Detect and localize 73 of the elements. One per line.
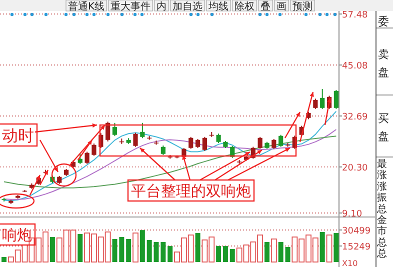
candlestick	[160, 145, 166, 156]
bar	[285, 246, 290, 262]
y-tick-label: 57.48	[342, 10, 368, 20]
bar	[216, 246, 222, 262]
text: 加自选	[172, 0, 203, 12]
candlestick	[334, 90, 338, 110]
text: 均线	[208, 0, 229, 12]
bar	[326, 234, 332, 262]
bar	[2, 256, 7, 262]
y-tick-label: 32.69	[342, 112, 368, 122]
bar	[119, 237, 124, 262]
text: 市	[377, 225, 387, 238]
annotation: 平台整理的双响炮	[131, 182, 251, 200]
text: 涨	[377, 169, 387, 182]
text: 买	[378, 112, 389, 125]
candlestick	[84, 151, 90, 165]
candlestick	[278, 134, 284, 148]
text: 重大事件	[110, 0, 151, 12]
y-tick-label: 9.10	[342, 210, 362, 220]
text: 委	[378, 15, 389, 28]
text: 金	[377, 214, 387, 226]
text: 内	[156, 0, 167, 12]
candlestick	[140, 122, 145, 139]
bar	[320, 232, 325, 262]
y-axis-title: X10	[342, 259, 358, 267]
bar	[146, 240, 152, 262]
bar	[222, 246, 228, 262]
bar	[195, 233, 200, 262]
text: 预测	[292, 0, 313, 12]
text: 振	[377, 192, 387, 204]
bar	[278, 242, 284, 262]
text: 卖	[378, 48, 389, 61]
candlestick	[313, 98, 318, 110]
bar	[50, 237, 55, 262]
text: 画	[276, 2, 287, 12]
bar	[334, 233, 339, 262]
y-tick-label: 20.30	[342, 163, 368, 174]
text: 总	[376, 236, 387, 248]
bar	[270, 238, 277, 262]
text: 盘	[378, 130, 389, 143]
bar	[112, 239, 118, 262]
candlestick	[258, 136, 262, 150]
text: 普通K线	[68, 0, 105, 12]
text: 盘	[378, 66, 389, 79]
candlestick	[188, 136, 194, 150]
candlestick	[92, 142, 96, 156]
text: 总	[376, 202, 387, 215]
annotation: 动时	[2, 126, 34, 145]
bar	[168, 246, 173, 262]
y-tick-label: 45.08	[342, 62, 368, 72]
bar	[140, 230, 145, 262]
candlestick	[202, 136, 208, 152]
candlestick	[112, 122, 118, 137]
candlestick	[195, 138, 200, 149]
bar	[126, 239, 132, 262]
candlestick	[320, 88, 325, 110]
bar	[230, 248, 235, 262]
text: 总	[376, 248, 387, 260]
candlestick	[133, 132, 138, 148]
text: 涨	[377, 180, 387, 192]
annotation: 响炮	[2, 226, 32, 244]
candlestick	[216, 133, 221, 144]
candlestick	[272, 138, 276, 150]
text: 叠	[260, 2, 271, 12]
y-tick-label: 30499	[342, 226, 371, 236]
y-tick-label: 15249	[342, 242, 371, 252]
bar	[78, 234, 83, 262]
text: 最	[377, 159, 387, 170]
bar	[132, 232, 138, 262]
text: 除权	[234, 0, 255, 12]
candlestick	[78, 153, 82, 165]
candlestick	[106, 121, 110, 142]
bar	[264, 242, 270, 262]
